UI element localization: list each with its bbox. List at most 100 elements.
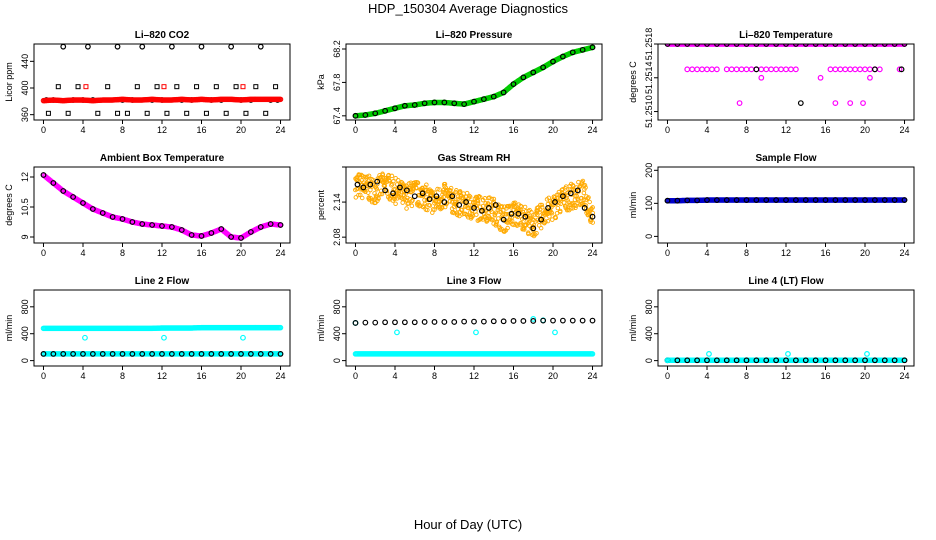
data-point xyxy=(545,205,551,211)
data-point xyxy=(569,49,576,56)
data-point xyxy=(430,191,436,196)
data-point xyxy=(773,197,780,203)
data-point xyxy=(792,66,799,73)
x-tick-label: 16 xyxy=(820,125,830,135)
data-point xyxy=(540,64,547,71)
data-point xyxy=(415,180,420,185)
data-point xyxy=(509,218,515,224)
data-point xyxy=(403,187,410,194)
x-tick-label: 16 xyxy=(196,371,206,381)
x-tick-label: 16 xyxy=(196,125,206,135)
data-point xyxy=(358,192,363,198)
data-point xyxy=(461,318,468,325)
data-point xyxy=(228,350,235,357)
data-point xyxy=(763,357,770,364)
data-point xyxy=(530,225,537,232)
x-tick-label: 8 xyxy=(744,248,749,258)
data-point xyxy=(822,197,829,203)
data-point xyxy=(449,193,456,200)
data-point xyxy=(538,225,544,231)
data-point xyxy=(559,317,566,324)
data-point xyxy=(421,100,428,107)
data-point xyxy=(763,66,770,73)
data-point xyxy=(400,200,405,205)
data-point xyxy=(534,212,540,217)
data-point xyxy=(530,69,537,76)
data-point xyxy=(60,188,67,194)
data-point xyxy=(574,187,581,194)
data-point xyxy=(508,210,515,217)
x-axis-title: Hour of Day (UTC) xyxy=(413,517,523,532)
data-point xyxy=(773,66,780,73)
data-point xyxy=(99,210,106,216)
data-point xyxy=(832,197,839,203)
data-point xyxy=(411,102,418,108)
data-point xyxy=(723,357,730,364)
y-tick-label: 800 xyxy=(644,299,654,314)
data-point xyxy=(82,334,88,341)
y-tick-label: 0 xyxy=(20,358,30,363)
data-point xyxy=(684,357,691,364)
data-point xyxy=(539,202,545,208)
data-point xyxy=(431,99,438,106)
data-point xyxy=(392,105,398,112)
x-tick-label: 4 xyxy=(392,371,397,381)
data-point xyxy=(367,181,374,188)
data-point xyxy=(399,196,405,201)
data-point xyxy=(425,207,430,213)
data-point xyxy=(161,334,167,341)
data-point xyxy=(522,204,528,210)
data-point xyxy=(511,207,517,212)
data-point xyxy=(267,221,274,227)
data-point xyxy=(395,177,401,183)
data-point xyxy=(50,180,57,186)
data-point xyxy=(475,198,481,204)
data-point xyxy=(393,201,398,206)
x-tick-label: 20 xyxy=(860,125,870,135)
x-tick-label: 8 xyxy=(432,248,437,258)
x-tick-label: 0 xyxy=(353,125,358,135)
data-point xyxy=(579,46,586,53)
y-tick-label: 0 xyxy=(644,234,654,239)
data-point xyxy=(228,44,235,50)
x-tick-label: 24 xyxy=(900,125,910,135)
panel-title: Li–820 Pressure xyxy=(436,30,513,41)
data-point xyxy=(168,224,175,230)
data-point xyxy=(65,110,71,116)
data-point xyxy=(753,66,760,73)
data-point xyxy=(689,66,696,73)
panel-title: Li–820 CO2 xyxy=(135,30,190,41)
data-point xyxy=(534,231,539,236)
data-point xyxy=(401,102,408,109)
x-tick-label: 12 xyxy=(157,371,167,381)
data-point xyxy=(360,174,366,179)
data-point xyxy=(382,319,389,326)
data-point xyxy=(758,74,765,81)
data-point xyxy=(664,197,671,204)
data-point xyxy=(812,197,819,203)
data-point xyxy=(510,81,517,87)
x-tick-label: 4 xyxy=(704,248,709,258)
x-tick-label: 24 xyxy=(900,371,910,381)
data-point xyxy=(89,350,96,357)
data-point xyxy=(515,214,521,220)
data-point xyxy=(115,110,121,116)
data-point xyxy=(862,357,868,364)
data-point xyxy=(362,188,367,193)
y-tick-label: 800 xyxy=(332,299,342,314)
data-point xyxy=(247,350,254,357)
data-point xyxy=(441,194,446,200)
panel-8: Line 3 Flow 0 4 8 12 16 20 24 0 400 800 ml/min xyxy=(316,276,603,381)
x-tick-label: 16 xyxy=(508,125,518,135)
data-point xyxy=(139,221,146,227)
panel-6: Sample Flow 0 4 8 12 16 20 24 0 100 200 ml/min xyxy=(628,153,915,258)
data-point xyxy=(459,207,465,213)
x-tick-label: 24 xyxy=(276,371,286,381)
data-point xyxy=(50,350,57,357)
data-point xyxy=(365,190,371,195)
x-tick-label: 8 xyxy=(432,371,437,381)
data-point xyxy=(500,216,507,223)
data-point xyxy=(901,357,908,364)
x-tick-label: 24 xyxy=(588,248,598,258)
data-point xyxy=(505,225,510,231)
